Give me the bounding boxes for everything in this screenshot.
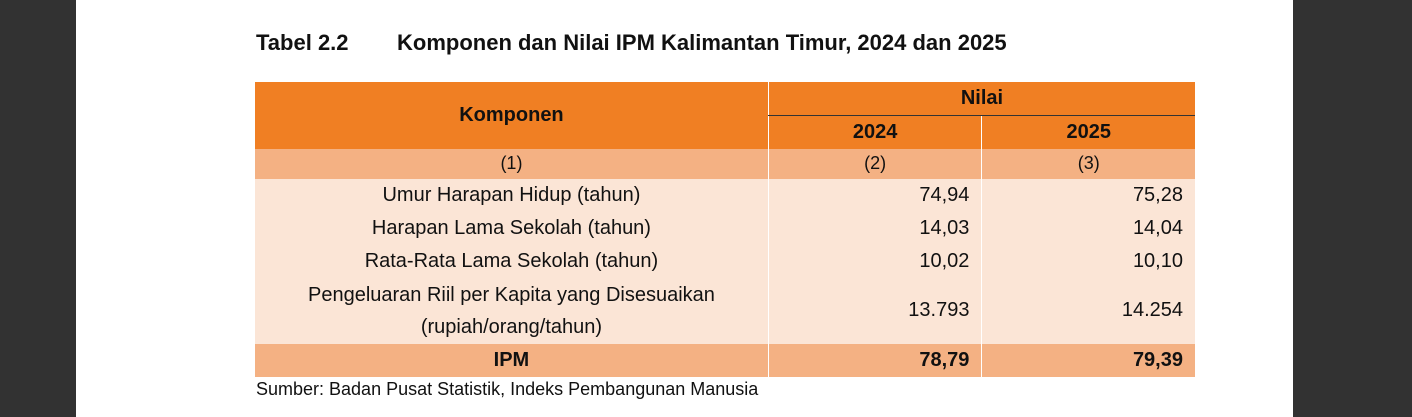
source-note: Sumber: Badan Pusat Statistik, Indeks Pe… bbox=[256, 379, 759, 399]
table-row: Pengeluaran Riil per Kapita yang Disesua… bbox=[255, 277, 1195, 344]
header-nilai: Nilai bbox=[767, 82, 1195, 116]
ipm-row: IPM 78,79 79,39 bbox=[255, 343, 1195, 377]
document-page: Tabel 2.2 Komponen dan Nilai IPM Kalimant… bbox=[76, 0, 1293, 417]
col-num: (3) bbox=[981, 148, 1195, 179]
table-row: Harapan Lama Sekolah (tahun) 14,03 14,04 bbox=[255, 211, 1195, 245]
header-2024: 2024 bbox=[767, 115, 982, 149]
col-num: (2) bbox=[767, 148, 982, 179]
table-row: Umur Harapan Hidup (tahun) 74,94 75,28 bbox=[255, 178, 1195, 212]
col-num: (1) bbox=[255, 148, 769, 179]
header-komponen: Komponen bbox=[255, 82, 769, 149]
table-row: Rata-Rata Lama Sekolah (tahun) 10,02 10,… bbox=[255, 244, 1195, 278]
ipm-table: Komponen Nilai 2024 2025 (1) (2) (3) Umu… bbox=[255, 82, 1195, 377]
table-title: Tabel 2.2 Komponen dan Nilai IPM Kalimant… bbox=[256, 30, 1007, 55]
header-2025: 2025 bbox=[981, 115, 1195, 149]
